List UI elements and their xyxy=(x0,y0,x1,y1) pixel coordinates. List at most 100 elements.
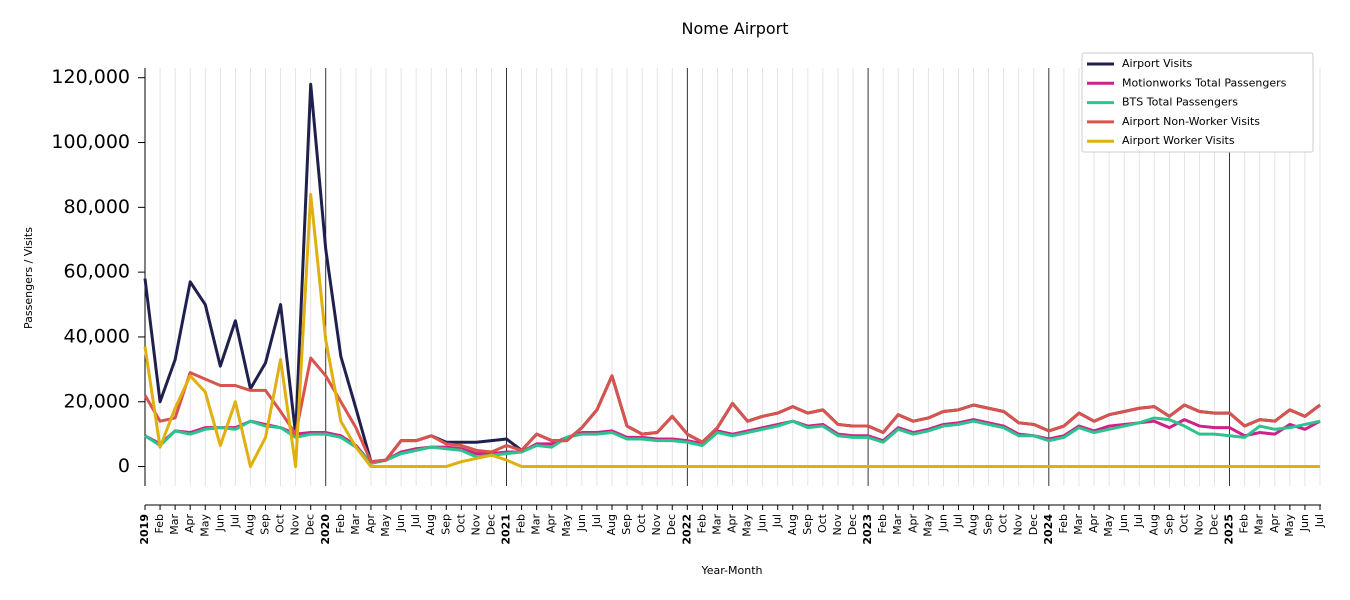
x-tick-label: Oct xyxy=(635,513,648,533)
x-tick-label: Nov xyxy=(289,514,302,536)
x-axis-label: Year-Month xyxy=(700,564,762,577)
x-tick-label: Apr xyxy=(906,514,919,534)
legend-label: BTS Total Passengers xyxy=(1122,96,1238,109)
x-tick-label: Nov xyxy=(831,514,844,536)
x-tick-label: Feb xyxy=(695,514,708,533)
series-line xyxy=(143,356,1321,464)
x-tick-label: May xyxy=(1102,514,1115,537)
series-line xyxy=(143,192,1320,469)
x-tick-label: Feb xyxy=(153,514,166,533)
x-tick-label: Jun xyxy=(756,514,769,532)
x-tick-label: Jul xyxy=(951,514,964,528)
x-tick-label: May xyxy=(560,514,573,537)
x-tick-label: Nov xyxy=(1012,514,1025,536)
x-tick-label: Jun xyxy=(575,514,588,532)
x-tick-label: Aug xyxy=(967,514,980,535)
x-tick-label: Apr xyxy=(1268,514,1281,534)
x-tick-label: Jun xyxy=(1117,514,1130,532)
x-tick-label: Jul xyxy=(1313,514,1326,528)
x-tick-label: Mar xyxy=(530,514,543,535)
x-tick-label: Mar xyxy=(710,514,723,535)
x-tick-label: Apr xyxy=(545,514,558,534)
series-line xyxy=(144,416,1321,465)
x-tick-label: May xyxy=(741,514,754,537)
y-tick-label: 120,000 xyxy=(51,66,130,88)
x-tick-label: May xyxy=(198,514,211,537)
x-tick-label: Dec xyxy=(846,514,859,535)
x-tick-label: Apr xyxy=(1087,514,1100,534)
x-tick-label: May xyxy=(1283,514,1296,537)
x-tick-label: 2023 xyxy=(861,514,874,545)
legend: Airport Visits Motionworks Total Passenge… xyxy=(1081,52,1314,153)
x-tick-label: Aug xyxy=(243,514,256,535)
y-tick-label: 0 xyxy=(118,455,130,477)
x-tick-label: Jul xyxy=(771,514,784,528)
series-line xyxy=(144,418,1321,465)
x-tick-label: Aug xyxy=(424,514,437,535)
y-tick-label: 60,000 xyxy=(64,261,130,283)
x-tick-label: 2024 xyxy=(1042,514,1055,545)
y-tick-label: 40,000 xyxy=(64,325,130,347)
x-tick-label: Sep xyxy=(259,514,272,535)
x-tick-label: Oct xyxy=(816,513,829,533)
x-tick-label: Mar xyxy=(1072,514,1085,535)
x-tick-label: Oct xyxy=(997,513,1010,533)
x-tick-label: Jun xyxy=(936,514,949,532)
x-tick-label: Feb xyxy=(1057,514,1070,533)
x-tick-label: 2022 xyxy=(680,514,693,545)
y-tick-label: 20,000 xyxy=(64,390,130,412)
x-tick-label: Feb xyxy=(876,514,889,533)
x-tick-label: Dec xyxy=(665,514,678,535)
y-tick-label: 80,000 xyxy=(64,196,130,218)
x-tick-label: Apr xyxy=(364,514,377,534)
legend-label: Airport Visits xyxy=(1122,57,1193,70)
x-tick-label: Jun xyxy=(1298,514,1311,532)
x-tick-label: Nov xyxy=(469,514,482,536)
x-tick-label: Jul xyxy=(228,514,241,528)
x-tick-label: 2025 xyxy=(1223,514,1236,545)
x-tick-label: Sep xyxy=(1162,514,1175,535)
x-tick-label: Sep xyxy=(620,514,633,535)
x-tick-label: Feb xyxy=(334,514,347,533)
x-tick-label: May xyxy=(379,514,392,537)
x-tick-label: Nov xyxy=(650,514,663,536)
chart-title: Nome Airport xyxy=(681,19,788,38)
x-tick-label: Sep xyxy=(439,514,452,535)
x-tick-label: Sep xyxy=(801,514,814,535)
x-tick-label: Apr xyxy=(183,514,196,534)
x-tick-label: Jun xyxy=(394,514,407,532)
x-tick-label: Oct xyxy=(1177,513,1190,533)
x-tick-label: Mar xyxy=(1253,514,1266,535)
x-tick-label: Dec xyxy=(1208,514,1221,535)
x-tick-label: Dec xyxy=(484,514,497,535)
x-tick-label: Oct xyxy=(274,513,287,533)
legend-label: Motionworks Total Passengers xyxy=(1122,76,1287,89)
x-tick-label: Aug xyxy=(605,514,618,535)
x-tick-label: Feb xyxy=(1238,514,1251,533)
legend-label: Airport Worker Visits xyxy=(1122,134,1235,147)
x-tick-label: Jul xyxy=(1132,514,1145,528)
x-tick-label: Jul xyxy=(590,514,603,528)
x-tick-label: Dec xyxy=(304,514,317,535)
legend-label: Airport Non-Worker Visits xyxy=(1122,115,1260,128)
y-axis-label: Passengers / Visits xyxy=(22,227,35,329)
x-tick-label: Mar xyxy=(349,514,362,535)
x-tick-label: May xyxy=(921,514,934,537)
x-tick-label: Mar xyxy=(168,514,181,535)
x-tick-label: 2020 xyxy=(319,514,332,545)
x-tick-label: Feb xyxy=(515,514,528,533)
x-tick-label: 2021 xyxy=(500,514,513,545)
y-tick-label: 100,000 xyxy=(51,131,130,153)
legend-box xyxy=(1081,52,1314,153)
x-tick-label: Nov xyxy=(1192,514,1205,536)
x-tick-label: Aug xyxy=(1147,514,1160,535)
x-tick-label: Sep xyxy=(982,514,995,535)
x-tick-label: Dec xyxy=(1027,514,1040,535)
x-tick-label: Aug xyxy=(786,514,799,535)
x-tick-label: 2019 xyxy=(138,514,151,545)
x-tick-label: Jul xyxy=(409,514,422,528)
x-tick-label: Mar xyxy=(891,514,904,535)
x-tick-label: Apr xyxy=(726,514,739,534)
x-tick-label: Oct xyxy=(454,513,467,533)
